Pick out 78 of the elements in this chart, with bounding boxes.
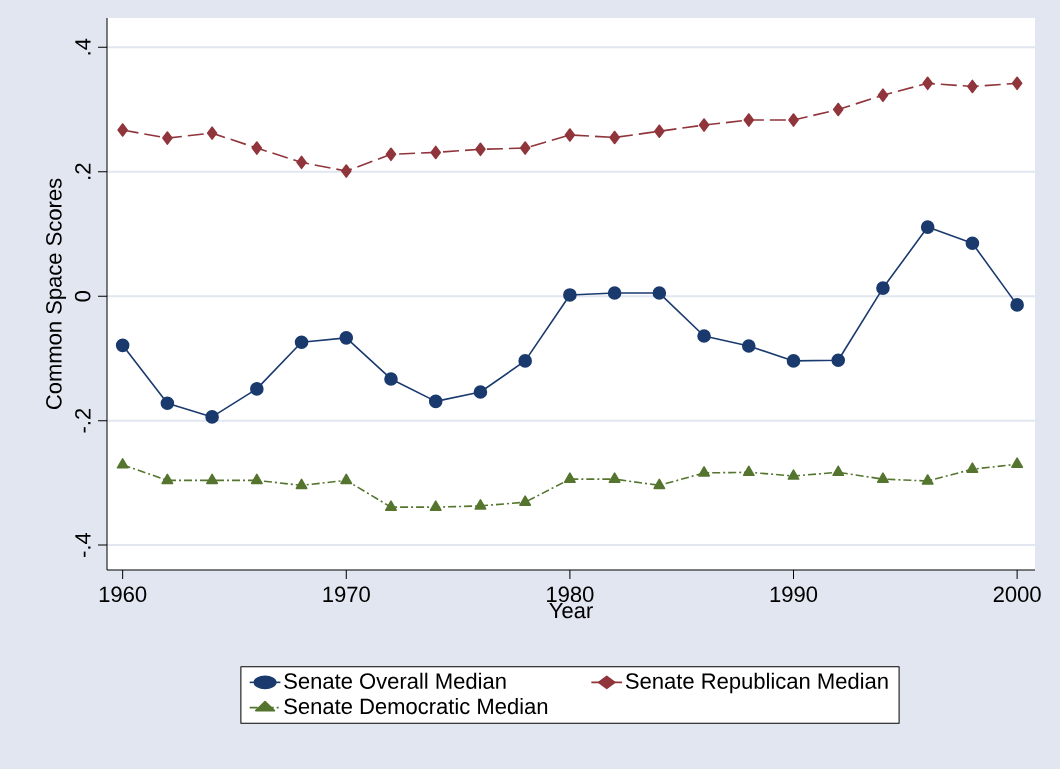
- point: [609, 130, 620, 145]
- point: [160, 396, 175, 411]
- point: [429, 500, 442, 511]
- x-axis-title: Year: [549, 602, 593, 619]
- point: [788, 113, 799, 127]
- point: [563, 472, 576, 483]
- point: [430, 145, 442, 160]
- point: [742, 465, 755, 477]
- point: [519, 495, 532, 506]
- point: [832, 465, 845, 477]
- point: [1011, 457, 1024, 468]
- point: [339, 331, 354, 345]
- y-tick-label: .4: [75, 38, 91, 55]
- point: [966, 462, 979, 473]
- point: [116, 458, 129, 469]
- point: [652, 286, 667, 300]
- y-tick-label: 0: [74, 290, 91, 302]
- x-tick-label: 1990: [770, 586, 818, 603]
- point: [698, 466, 711, 477]
- point: [564, 128, 576, 142]
- point: [698, 118, 710, 132]
- point: [115, 338, 130, 353]
- point: [920, 220, 935, 234]
- point: [697, 329, 711, 343]
- y-tick-label: .2: [75, 163, 91, 179]
- point: [385, 500, 397, 511]
- point: [876, 281, 890, 295]
- point: [921, 474, 934, 485]
- point: [250, 382, 264, 396]
- point: [206, 473, 219, 485]
- point: [205, 410, 219, 424]
- point: [1010, 298, 1024, 312]
- y-tick-label: -.2: [75, 408, 91, 433]
- point: [965, 236, 980, 251]
- point: [474, 499, 487, 510]
- point: [518, 354, 532, 368]
- point: [741, 339, 756, 353]
- legend-label: Senate Overall Median: [284, 672, 506, 689]
- point: [385, 147, 397, 162]
- point: [340, 473, 353, 485]
- point: [832, 102, 844, 117]
- point: [475, 142, 486, 157]
- point: [607, 286, 622, 300]
- point: [473, 385, 488, 399]
- point: [161, 473, 174, 485]
- point: [294, 335, 309, 350]
- point: [787, 469, 800, 480]
- point: [922, 76, 933, 91]
- y-axis-title: Common Space Scores: [46, 178, 67, 410]
- point: [340, 164, 352, 178]
- point: [162, 131, 173, 145]
- y-tick-label: -.4: [75, 532, 91, 557]
- point: [251, 141, 263, 155]
- point: [786, 354, 801, 368]
- point: [654, 124, 665, 139]
- point: [117, 123, 128, 137]
- x-tick-label: 1980: [547, 586, 594, 603]
- point: [563, 288, 577, 302]
- point: [831, 353, 846, 368]
- point: [876, 472, 889, 483]
- x-tick-label: 1960: [99, 586, 147, 603]
- point: [250, 473, 263, 485]
- point: [608, 472, 621, 483]
- point: [428, 394, 443, 409]
- point: [295, 478, 308, 490]
- legend-label: Senate Democratic Median: [284, 697, 548, 715]
- point: [653, 478, 666, 490]
- point: [1011, 76, 1023, 91]
- point: [384, 372, 398, 386]
- point: [967, 79, 978, 94]
- point: [877, 88, 889, 102]
- legend-label: Senate Republican Median: [625, 672, 888, 694]
- point: [743, 113, 755, 127]
- x-tick-label: 1970: [323, 586, 370, 603]
- point: [206, 126, 218, 140]
- point: [296, 155, 307, 170]
- x-tick-label: 2000: [993, 586, 1041, 603]
- point: [519, 141, 531, 155]
